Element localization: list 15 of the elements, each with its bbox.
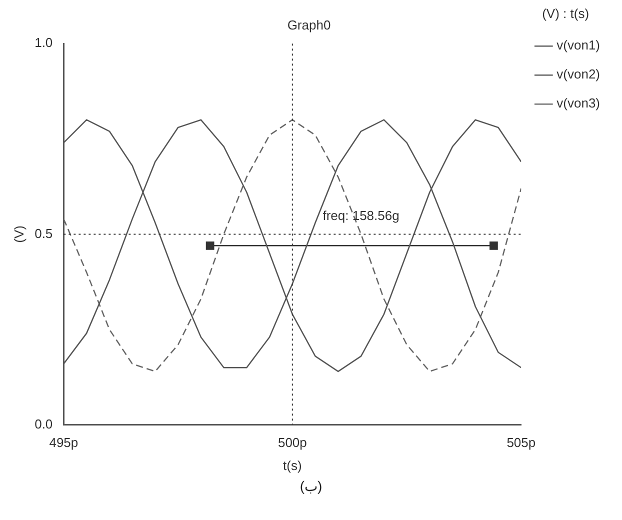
chart-title: Graph0 xyxy=(287,17,331,32)
legend-label: v(von2) xyxy=(556,66,600,82)
legend-title: (V) : t(s) xyxy=(542,6,590,22)
x-axis-title: t(s) xyxy=(283,458,302,473)
legend-label: v(von3) xyxy=(556,96,600,111)
x-tick-label: 505p xyxy=(506,435,536,450)
text: (ب) xyxy=(298,478,324,494)
y-tick-label: 1.0 xyxy=(34,35,53,50)
y-tick-label: 0.0 xyxy=(34,416,53,432)
x-tick-label: 495p xyxy=(49,435,78,450)
annotation: freq: 158.56g xyxy=(322,208,400,223)
y-tick-label: 0.5 xyxy=(34,226,53,241)
y-axis-title: (V) xyxy=(11,226,26,243)
legend-label: v(von1) xyxy=(556,38,600,53)
x-tick-label: 500p xyxy=(278,435,307,450)
